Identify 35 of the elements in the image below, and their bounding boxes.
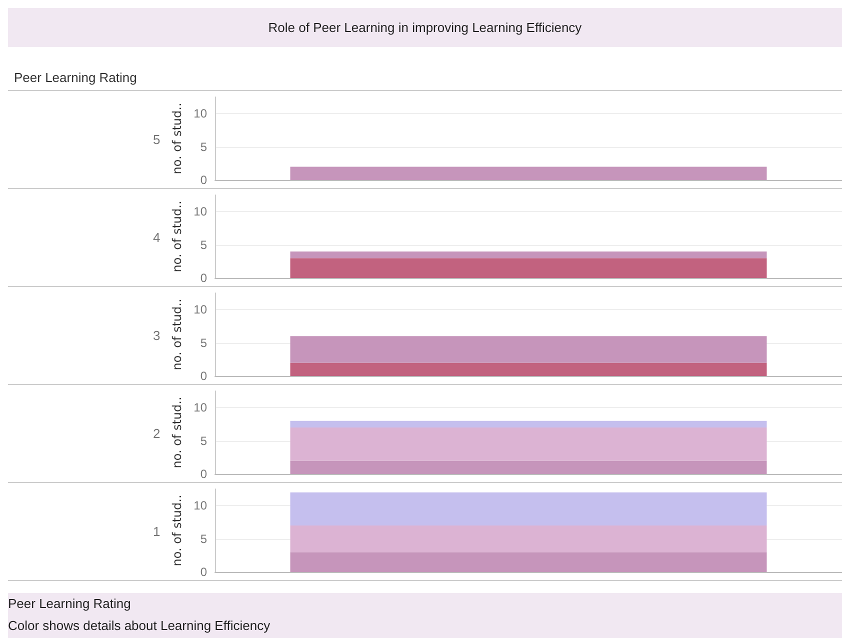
bar: [290, 420, 767, 428]
bar: [290, 460, 767, 474]
y-axis-title: no. of stud..: [170, 494, 184, 566]
y-tick-label: 5: [200, 140, 208, 154]
y-tick-label: 10: [194, 498, 208, 513]
y-tick-label: 5: [200, 336, 208, 350]
bar: [290, 492, 767, 526]
y-tick-label: 10: [194, 204, 208, 219]
y-tick-label: 5: [200, 238, 208, 252]
text: Color shows details about Learning Efficiency: [8, 617, 272, 635]
text: Peer Learning Rating: [8, 595, 132, 613]
bar: [290, 526, 767, 552]
y-tick-label: 5: [200, 434, 208, 448]
y-axis-title: no. of stud..: [170, 396, 184, 468]
y-tick-label: 10: [194, 302, 208, 317]
text: 2: [153, 426, 160, 441]
text: 4: [153, 230, 160, 245]
bar: [290, 428, 767, 461]
text: 3: [153, 328, 160, 343]
y-axis-title: no. of stud..: [170, 102, 184, 174]
y-tick-label: 5: [200, 532, 208, 546]
text: 5: [153, 132, 160, 147]
y-tick-label: 0: [200, 271, 208, 285]
bar: [290, 552, 767, 572]
y-tick-label: 0: [200, 467, 208, 481]
text: Peer Learning Rating: [14, 70, 137, 85]
y-tick-label: 0: [200, 173, 208, 187]
y-tick-label: 0: [200, 369, 208, 383]
text: 1: [153, 524, 160, 539]
y-tick-label: 10: [194, 400, 208, 415]
y-tick-label: 10: [194, 106, 208, 121]
y-tick-label: 0: [200, 565, 208, 579]
y-axis-title: no. of stud..: [170, 298, 184, 370]
chart-title: Role of Peer Learning in improving Learning Efficiency: [8, 8, 842, 47]
y-axis-title: no. of stud..: [170, 200, 184, 272]
